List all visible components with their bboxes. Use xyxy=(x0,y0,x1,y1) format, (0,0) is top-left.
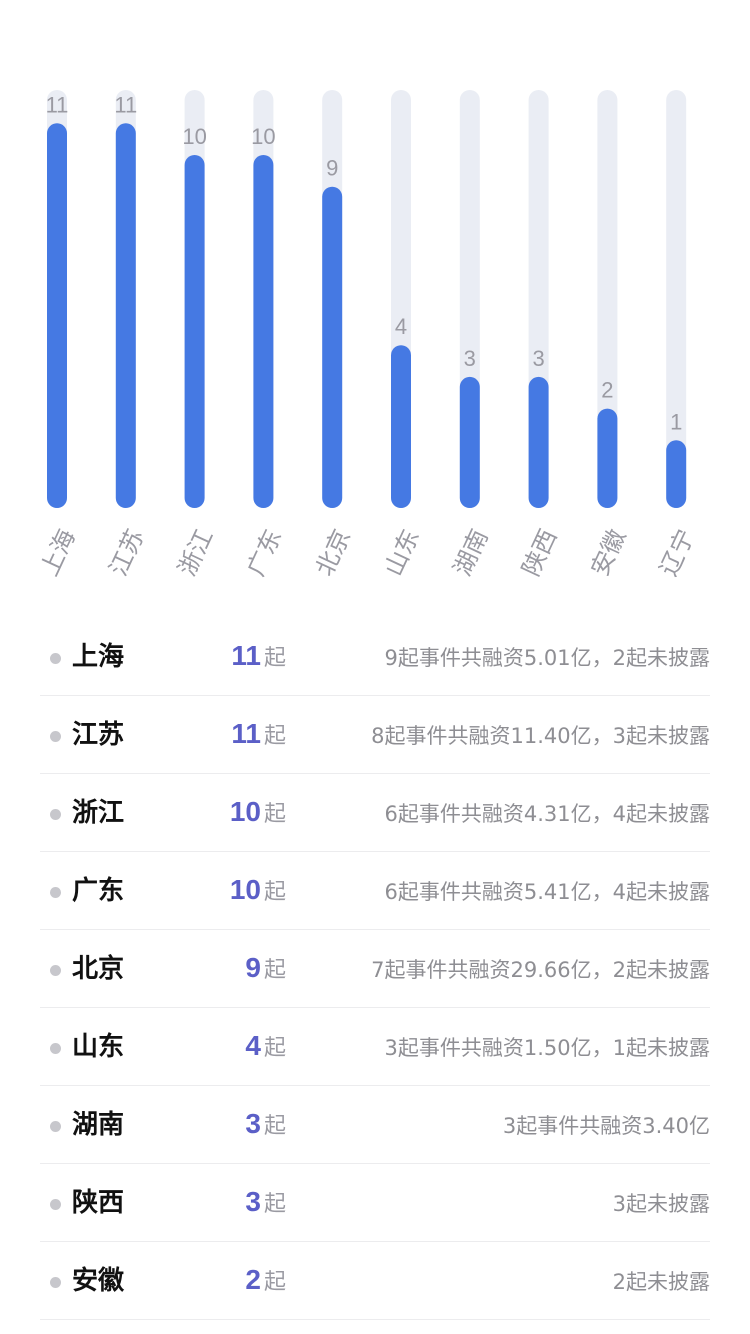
count-unit: 起 xyxy=(263,1036,286,1061)
category-label: 上海 xyxy=(35,525,81,580)
region-name: 陕西 xyxy=(72,1188,125,1218)
bar-湖南 xyxy=(459,376,480,508)
region-name: 湖南 xyxy=(72,1110,125,1140)
financing-detail: 7起事件共融资29.66亿，2起未披露 xyxy=(371,958,710,982)
event-count: 3 xyxy=(245,1108,261,1139)
bullet-dot xyxy=(50,1277,61,1288)
list-item: 陕西 3 起 3起未披露 xyxy=(40,1164,710,1242)
region-name: 安徽 xyxy=(72,1266,125,1296)
count-unit: 起 xyxy=(263,1192,286,1217)
count-unit: 起 xyxy=(263,958,286,983)
region-list: 上海 11 起 9起事件共融资5.01亿，2起未披露 江苏 11 起 8起事件共融资11.40… xyxy=(40,618,710,1320)
data-label: 11 xyxy=(46,92,69,117)
region-name: 江苏 xyxy=(72,720,125,750)
region-name: 上海 xyxy=(72,642,125,672)
data-label: 4 xyxy=(395,314,407,339)
data-label: 10 xyxy=(251,124,275,149)
bar-陕西 xyxy=(528,376,549,508)
event-count: 2 xyxy=(245,1264,261,1295)
count-unit: 起 xyxy=(263,1270,286,1295)
data-label: 11 xyxy=(114,92,137,117)
data-label: 1 xyxy=(670,409,682,434)
region-name: 山东 xyxy=(72,1032,125,1062)
category-label: 湖南 xyxy=(448,525,494,580)
data-label: 3 xyxy=(532,346,544,371)
bullet-dot xyxy=(50,1199,61,1210)
data-label: 2 xyxy=(601,378,613,403)
list-item: 广东 10 起 6起事件共融资5.41亿，4起未披露 xyxy=(40,852,710,930)
count-group: 11 起 xyxy=(231,638,286,679)
bar-上海 xyxy=(47,123,67,509)
financing-detail: 8起事件共融资11.40亿，3起未披露 xyxy=(371,724,710,748)
bullet-dot xyxy=(50,1121,61,1132)
count-unit: 起 xyxy=(263,724,286,749)
list-item: 安徽 2 起 2起未披露 xyxy=(40,1242,710,1320)
bullet-dot xyxy=(50,809,61,820)
data-label: 9 xyxy=(326,156,338,181)
count-group: 10 起 xyxy=(230,794,286,835)
bullet-dot xyxy=(50,887,61,898)
count-group: 10 起 xyxy=(230,872,286,913)
category-label: 浙江 xyxy=(173,525,219,580)
event-count: 9 xyxy=(245,952,261,983)
financing-detail: 3起事件共融资1.50亿，1起未披露 xyxy=(384,1036,710,1060)
bar-安徽 xyxy=(597,408,618,508)
event-count: 11 xyxy=(231,718,261,749)
bar-chart: 11 上海 11 江苏 10 浙江 10 广东 9 北京 4 山东 3 湖南 3 陕西 2 安徽 1 辽宁 xyxy=(35,90,700,580)
financing-detail: 2起未披露 xyxy=(612,1270,710,1294)
bar-track xyxy=(666,90,687,508)
count-unit: 起 xyxy=(263,1114,286,1139)
bullet-dot xyxy=(50,1043,61,1054)
list-item: 湖南 3 起 3起事件共融资3.40亿 xyxy=(40,1086,710,1164)
data-label: 10 xyxy=(182,124,206,149)
count-unit: 起 xyxy=(263,880,286,905)
category-label: 安徽 xyxy=(586,525,632,580)
bar-山东 xyxy=(391,345,411,508)
category-label: 辽宁 xyxy=(654,525,700,580)
financing-detail: 3起未披露 xyxy=(612,1192,710,1216)
bar-广东 xyxy=(253,155,274,508)
event-count: 10 xyxy=(229,796,261,827)
list-item: 山东 4 起 3起事件共融资1.50亿，1起未披露 xyxy=(40,1008,710,1086)
financing-detail: 9起事件共融资5.01亿，2起未披露 xyxy=(384,646,710,670)
region-name: 浙江 xyxy=(72,798,125,828)
data-label: 3 xyxy=(464,346,476,371)
bar-浙江 xyxy=(184,155,205,508)
category-label: 江苏 xyxy=(104,525,150,580)
category-label: 陕西 xyxy=(517,525,563,580)
list-item: 江苏 11 起 8起事件共融资11.40亿，3起未披露 xyxy=(40,696,710,774)
category-label: 北京 xyxy=(310,525,356,580)
count-unit: 起 xyxy=(263,802,286,827)
bullet-dot xyxy=(50,731,61,742)
bar-辽宁 xyxy=(666,440,687,508)
bullet-dot xyxy=(50,653,61,664)
financing-detail: 6起事件共融资4.31亿，4起未披露 xyxy=(384,802,710,826)
region-name: 广东 xyxy=(72,876,125,906)
event-count: 3 xyxy=(245,1186,261,1217)
bar-track xyxy=(597,90,618,508)
category-label: 山东 xyxy=(379,525,425,580)
bar-江苏 xyxy=(115,123,136,509)
bar-北京 xyxy=(322,186,343,508)
count-group: 11 起 xyxy=(231,716,286,757)
category-label: 广东 xyxy=(242,525,288,580)
event-count: 11 xyxy=(231,640,261,671)
list-item: 北京 9 起 7起事件共融资29.66亿，2起未披露 xyxy=(40,930,710,1008)
financing-detail: 3起事件共融资3.40亿 xyxy=(502,1114,710,1138)
event-count: 10 xyxy=(229,874,261,905)
event-count: 4 xyxy=(245,1030,261,1061)
count-unit: 起 xyxy=(263,646,286,671)
financing-detail: 6起事件共融资5.41亿，4起未披露 xyxy=(384,880,710,904)
list-item: 上海 11 起 9起事件共融资5.01亿，2起未披露 xyxy=(40,618,710,696)
region-name: 北京 xyxy=(72,954,125,984)
list-item: 浙江 10 起 6起事件共融资4.31亿，4起未披露 xyxy=(40,774,710,852)
bullet-dot xyxy=(50,965,61,976)
